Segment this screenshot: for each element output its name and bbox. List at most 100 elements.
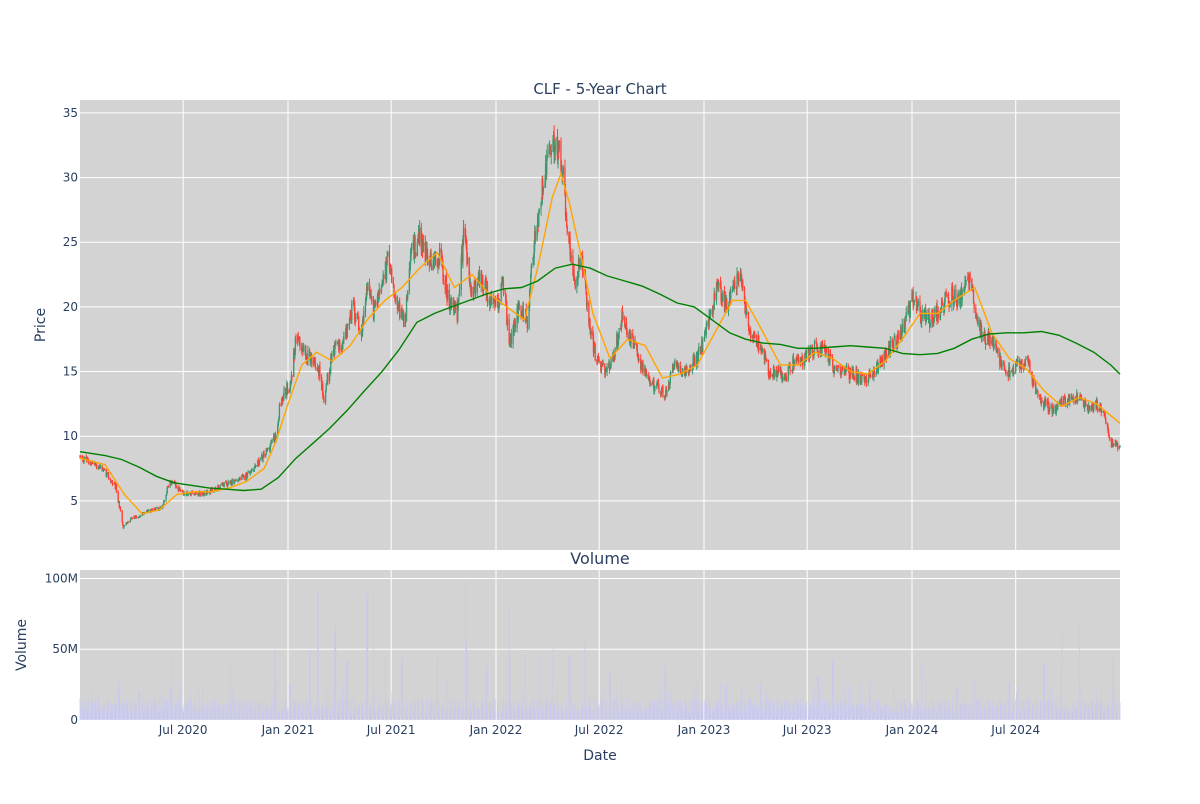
- candle-body: [195, 492, 197, 494]
- candle-body: [335, 341, 337, 346]
- candle-body: [574, 280, 576, 289]
- price-plot-area: [80, 100, 1120, 550]
- candle-body: [925, 314, 927, 322]
- candle-body: [664, 394, 666, 399]
- candle-body: [251, 469, 253, 472]
- candle-body: [618, 327, 620, 339]
- x-tick-label: Jul 2023: [782, 723, 832, 737]
- candle-body: [857, 372, 860, 383]
- candle-body: [766, 359, 768, 361]
- candle-body: [430, 265, 433, 271]
- candle-body: [416, 241, 419, 257]
- candle-body: [945, 292, 947, 297]
- candle-body: [598, 360, 600, 362]
- candle-body: [1061, 398, 1063, 405]
- volume-gridlines: [80, 570, 1120, 721]
- candle-body: [824, 345, 826, 352]
- x-tick-label: Jul 2021: [366, 723, 416, 737]
- candle-body: [718, 282, 720, 287]
- candle-body: [418, 227, 421, 244]
- candle-body: [825, 348, 828, 350]
- candle-body: [199, 492, 201, 496]
- candle-body: [1029, 361, 1031, 373]
- candle-body: [445, 275, 448, 298]
- price-y-tick-label: 15: [63, 365, 78, 379]
- candle-body: [271, 439, 273, 444]
- candle-body: [175, 486, 177, 488]
- x-tick-label: Jan 2021: [261, 723, 315, 737]
- candle-body: [710, 309, 712, 314]
- candle-body: [1017, 360, 1019, 363]
- candle-body: [787, 366, 789, 380]
- candle-body: [355, 314, 357, 323]
- candle-body: [115, 485, 118, 493]
- candle-body: [1000, 356, 1002, 368]
- candle-body: [258, 460, 261, 465]
- candle-body: [518, 304, 521, 307]
- candle-body: [831, 354, 833, 358]
- candle-body: [835, 365, 837, 369]
- candle-body: [414, 252, 417, 257]
- candle-body: [550, 150, 552, 156]
- candle-body: [538, 211, 540, 227]
- candle-body: [805, 352, 808, 361]
- candle-body: [1041, 399, 1043, 403]
- candle-body: [590, 330, 592, 335]
- candle-body: [570, 255, 572, 259]
- candle-body: [841, 366, 844, 369]
- candle-body: [380, 286, 383, 293]
- candle-body: [1109, 437, 1111, 440]
- candle-body: [1009, 370, 1011, 377]
- candle-body: [770, 371, 772, 376]
- candle-body: [107, 473, 110, 480]
- candle-body: [526, 319, 528, 329]
- candle-body: [722, 291, 724, 302]
- candle-body: [546, 154, 548, 158]
- candle-body: [163, 500, 165, 503]
- candle-body: [155, 506, 158, 509]
- candle-body: [386, 255, 388, 265]
- candle-body: [1037, 390, 1039, 397]
- candle-body: [339, 341, 341, 351]
- candle-body: [385, 264, 388, 280]
- candle-body: [287, 390, 289, 393]
- candle-body: [291, 375, 293, 377]
- candle-body: [670, 372, 672, 374]
- candle-body: [1053, 405, 1055, 412]
- candle-body: [371, 296, 373, 302]
- candle-body: [1001, 361, 1003, 368]
- candle-body: [111, 481, 114, 485]
- x-tick-label: Jan 2022: [469, 723, 523, 737]
- candle-body: [904, 317, 906, 332]
- candle-body: [367, 282, 369, 291]
- candle-body: [778, 365, 780, 372]
- candle-body: [135, 515, 138, 519]
- candle-body: [99, 466, 102, 468]
- volume-chart-title: Volume: [570, 549, 630, 568]
- candle-body: [774, 369, 776, 376]
- candle-body: [1113, 444, 1115, 446]
- candle-body: [303, 346, 305, 352]
- candle-body: [873, 367, 876, 374]
- candle-body: [494, 299, 497, 306]
- volume-y-tick-labels: 0 50M 100M: [45, 571, 78, 727]
- candle-body: [678, 365, 680, 372]
- candle-body: [122, 521, 124, 526]
- candle-body: [323, 398, 325, 403]
- candle-body: [638, 358, 640, 360]
- candle-body: [95, 464, 98, 468]
- candle-body: [997, 349, 999, 354]
- candle-body: [147, 509, 150, 512]
- candle-body: [446, 289, 449, 300]
- price-y-tick-label: 5: [70, 494, 78, 508]
- candle-body: [166, 487, 168, 494]
- moving-average-line: [79, 171, 1121, 515]
- candle-body: [694, 357, 696, 367]
- candle-body: [315, 367, 317, 371]
- candle-body: [534, 230, 536, 241]
- candle-body: [351, 303, 353, 321]
- candle-body: [877, 366, 880, 373]
- candle-body: [165, 495, 167, 502]
- x-tick-label: Jul 2020: [158, 723, 208, 737]
